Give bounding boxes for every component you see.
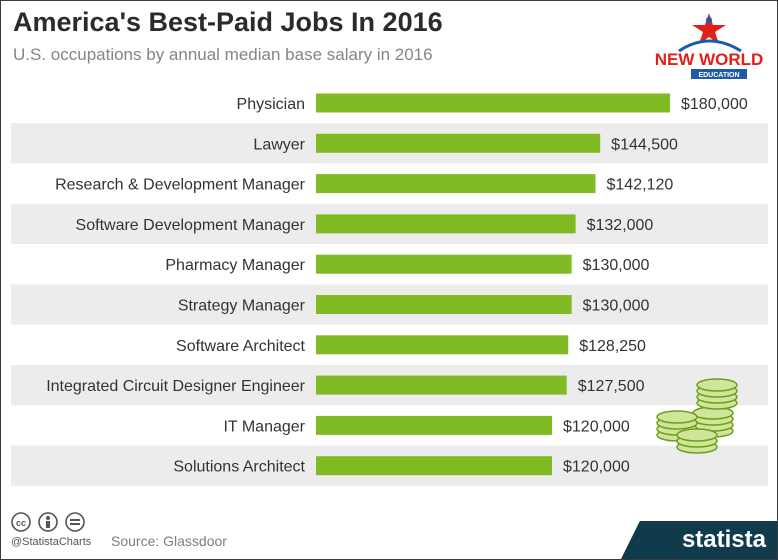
bar xyxy=(316,415,552,435)
footer-source: Source: Glassdoor xyxy=(111,533,227,549)
category-label: Software Development Manager xyxy=(76,217,306,234)
category-label: IT Manager xyxy=(223,418,305,435)
logo-line1: NEW WORLD xyxy=(655,50,764,69)
bar xyxy=(316,335,569,355)
value-label: $128,250 xyxy=(579,338,646,355)
statista-brand-banner: statista xyxy=(621,521,777,559)
category-label: Solutions Architect xyxy=(173,459,305,476)
bar xyxy=(316,93,670,113)
category-label: Integrated Circuit Designer Engineer xyxy=(46,378,305,395)
value-label: $120,000 xyxy=(563,459,630,476)
category-label: Physician xyxy=(237,96,305,113)
value-label: $120,000 xyxy=(563,418,630,435)
footer-handle: @StatistaCharts xyxy=(11,536,92,548)
category-label: Lawyer xyxy=(253,136,305,153)
category-label: Research & Development Manager xyxy=(55,177,306,194)
bar xyxy=(316,254,572,274)
logo-star-icon xyxy=(692,13,726,44)
value-label: $142,120 xyxy=(607,177,674,194)
logo-line2: EDUCATION xyxy=(698,72,739,79)
statista-brand-label: statista xyxy=(681,526,766,553)
bar-chart: Physician $180,000 Lawyer $144,500 Research … xyxy=(11,93,768,486)
value-label: $130,000 xyxy=(583,257,650,274)
chart-subtitle: U.S. occupations by annual median base s… xyxy=(13,45,433,64)
chart-title: America's Best-Paid Jobs In 2016 xyxy=(13,7,443,37)
by-icon xyxy=(38,512,58,532)
bar xyxy=(316,375,567,395)
license-icons: cc xyxy=(11,512,85,532)
category-label: Software Architect xyxy=(176,338,306,355)
logo-swoosh-icon xyxy=(678,39,742,53)
bar xyxy=(316,133,601,153)
value-label: $127,500 xyxy=(578,378,645,395)
bar xyxy=(316,174,596,194)
value-label: $180,000 xyxy=(681,96,748,113)
value-label: $132,000 xyxy=(587,217,654,234)
category-label: Strategy Manager xyxy=(178,298,306,315)
value-label: $144,500 xyxy=(611,136,678,153)
bar xyxy=(316,456,552,476)
cc-icon xyxy=(11,512,31,532)
coins-illustration xyxy=(656,378,738,454)
category-label: Pharmacy Manager xyxy=(165,257,305,274)
bar xyxy=(316,295,572,314)
value-label: $130,000 xyxy=(583,298,650,315)
nd-icon xyxy=(65,512,85,532)
logo-figure-head-icon xyxy=(706,17,712,23)
new-world-education-logo: NEW WORLD EDUCATION xyxy=(655,13,764,79)
bar xyxy=(316,214,576,234)
svg-text:cc: cc xyxy=(16,518,26,528)
